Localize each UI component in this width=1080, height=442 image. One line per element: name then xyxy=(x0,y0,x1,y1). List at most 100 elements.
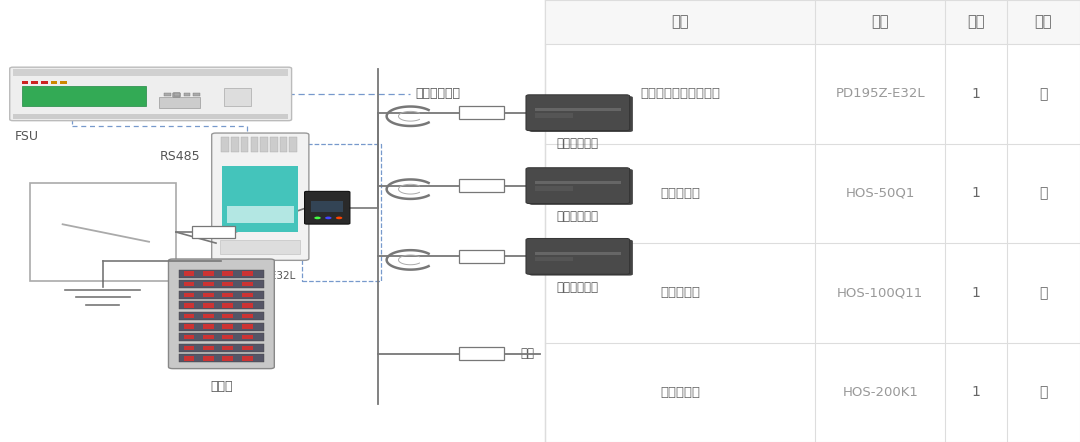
Bar xyxy=(242,271,253,276)
Bar xyxy=(545,144,1080,243)
Text: AC: AC xyxy=(87,201,119,221)
Bar xyxy=(459,106,504,119)
Bar xyxy=(203,324,214,329)
Bar xyxy=(192,226,235,238)
Bar xyxy=(242,282,253,286)
Text: 霍尔传感器: 霍尔传感器 xyxy=(660,286,701,299)
Bar xyxy=(203,346,214,350)
Text: 名称: 名称 xyxy=(672,15,689,30)
Text: 备用: 备用 xyxy=(521,347,535,360)
Bar xyxy=(535,186,573,191)
Text: 单位: 单位 xyxy=(1035,15,1052,30)
FancyBboxPatch shape xyxy=(168,259,274,369)
Bar xyxy=(270,137,278,152)
FancyBboxPatch shape xyxy=(212,133,309,260)
Bar xyxy=(193,93,200,96)
Bar xyxy=(302,144,381,281)
Bar xyxy=(242,303,253,308)
Bar xyxy=(220,240,300,254)
Text: 蓄电池: 蓄电池 xyxy=(211,380,232,393)
Bar xyxy=(179,344,264,352)
Bar xyxy=(179,280,264,288)
Bar xyxy=(222,282,233,286)
Bar xyxy=(13,69,288,76)
Bar xyxy=(260,137,268,152)
Bar xyxy=(22,81,28,84)
Bar xyxy=(535,113,573,118)
Bar xyxy=(203,303,214,308)
Text: 联通通信设备: 联通通信设备 xyxy=(557,210,598,223)
Text: PD195Z-E32L: PD195Z-E32L xyxy=(225,271,296,281)
Bar xyxy=(222,335,233,339)
Text: 直流电量分路计量模块: 直流电量分路计量模块 xyxy=(640,88,720,100)
Text: 移动通信设备: 移动通信设备 xyxy=(557,137,598,150)
Bar xyxy=(203,356,214,361)
Bar xyxy=(545,44,1080,144)
Text: FSU: FSU xyxy=(15,130,39,143)
Bar xyxy=(221,137,229,152)
Bar xyxy=(459,347,504,360)
Bar xyxy=(60,81,67,84)
Bar xyxy=(227,206,294,223)
FancyBboxPatch shape xyxy=(529,169,633,205)
Bar xyxy=(203,314,214,318)
Bar xyxy=(222,166,298,232)
Bar xyxy=(535,108,621,111)
Bar xyxy=(242,324,253,329)
FancyBboxPatch shape xyxy=(526,95,630,130)
Bar xyxy=(184,314,194,318)
Bar xyxy=(545,0,1080,44)
FancyBboxPatch shape xyxy=(529,96,633,132)
Bar xyxy=(184,335,194,339)
Bar xyxy=(179,312,264,320)
Text: 1: 1 xyxy=(971,286,981,300)
Bar xyxy=(222,324,233,329)
Bar xyxy=(184,93,190,96)
FancyBboxPatch shape xyxy=(526,168,630,203)
Bar xyxy=(51,81,57,84)
Bar xyxy=(289,137,297,152)
Text: 个: 个 xyxy=(1039,385,1048,399)
Bar xyxy=(280,137,287,152)
Bar xyxy=(179,333,264,341)
FancyBboxPatch shape xyxy=(305,191,350,224)
Bar xyxy=(203,335,214,339)
Bar xyxy=(242,356,253,361)
Bar xyxy=(535,252,621,255)
Bar xyxy=(184,271,194,276)
Bar xyxy=(174,93,180,96)
Bar xyxy=(222,314,233,318)
Bar xyxy=(41,81,48,84)
Bar xyxy=(179,291,264,299)
Bar xyxy=(184,282,194,286)
Bar xyxy=(222,271,233,276)
Bar xyxy=(179,270,264,278)
Bar xyxy=(184,324,194,329)
Bar xyxy=(242,293,253,297)
Bar xyxy=(222,356,233,361)
Text: 霍尔传感器: 霍尔传感器 xyxy=(660,187,701,200)
Bar xyxy=(222,303,233,308)
Text: 个: 个 xyxy=(1039,187,1048,200)
Circle shape xyxy=(325,217,332,219)
Bar xyxy=(535,257,573,261)
Bar xyxy=(545,243,1080,343)
Bar xyxy=(459,250,504,263)
Text: 台: 台 xyxy=(1039,87,1048,101)
Bar xyxy=(159,97,200,108)
FancyBboxPatch shape xyxy=(529,240,633,276)
Text: 电信通信设备: 电信通信设备 xyxy=(557,281,598,294)
Bar xyxy=(535,181,621,184)
Bar xyxy=(222,293,233,297)
Bar xyxy=(173,93,180,97)
Bar xyxy=(241,137,248,152)
Bar xyxy=(184,303,194,308)
Bar xyxy=(242,314,253,318)
Bar xyxy=(31,81,38,84)
Text: HOS-100Q11: HOS-100Q11 xyxy=(837,286,923,299)
Bar xyxy=(173,93,180,97)
Bar xyxy=(13,114,288,119)
Bar xyxy=(173,93,180,97)
Bar xyxy=(164,93,171,96)
Bar xyxy=(222,346,233,350)
